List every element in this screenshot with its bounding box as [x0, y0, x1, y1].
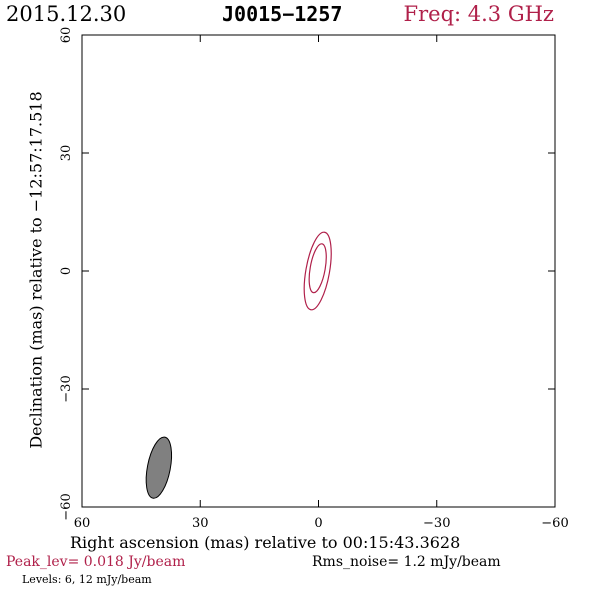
beam-ellipse	[145, 436, 173, 499]
contour-level-6	[303, 231, 332, 311]
y-tick-label: −60	[59, 493, 74, 520]
x-tick-label: −30	[423, 516, 450, 531]
contour-levels: Levels: 6, 12 mJy/beam	[22, 573, 152, 586]
y-axis-label: Declination (mas) relative to −12:57:17.…	[26, 91, 46, 449]
plot-frame	[81, 34, 556, 508]
y-tick-label: 30	[59, 145, 74, 162]
x-tick-label: 60	[74, 516, 91, 531]
contours	[303, 231, 332, 311]
axis-ticks	[81, 34, 556, 508]
y-tick-label: 60	[59, 27, 74, 44]
y-tick-label: 0	[59, 267, 74, 275]
x-axis-label: Right ascension (mas) relative to 00:15:…	[70, 533, 461, 552]
contour-level-12	[308, 243, 327, 294]
source-name: J0015−1257	[222, 2, 343, 26]
x-tick-label: 30	[192, 516, 209, 531]
rms-noise: Rms_noise= 1.2 mJy/beam	[312, 554, 501, 570]
y-tick-label: −30	[59, 375, 74, 402]
restoring-beam	[145, 436, 173, 499]
epoch-date: 2015.12.30	[6, 2, 127, 26]
frequency-label: Freq: 4.3 GHz	[403, 2, 554, 26]
x-tick-label: −60	[541, 516, 568, 531]
peak-level: Peak_lev= 0.018 Jy/beam	[6, 554, 186, 570]
x-tick-label: 0	[314, 516, 322, 531]
